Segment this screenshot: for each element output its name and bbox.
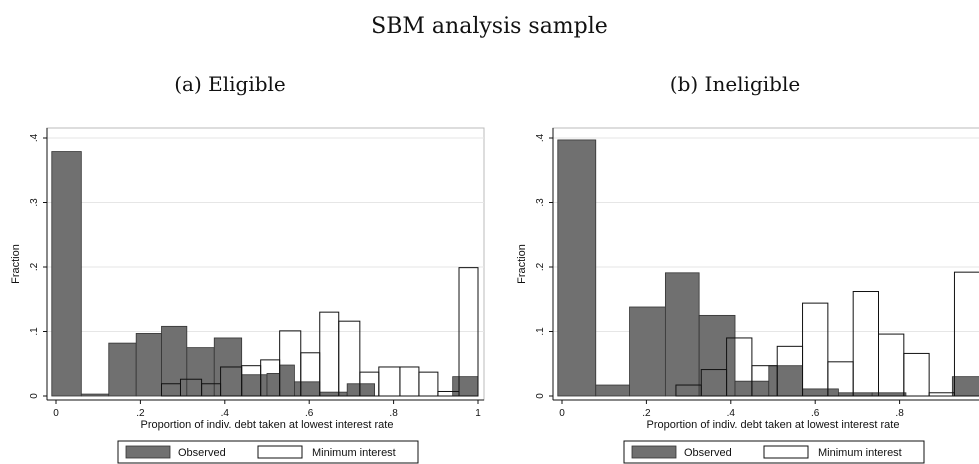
legend-swatch-minimum-interest (763, 445, 809, 459)
legend-label-observed: Observed (684, 447, 732, 459)
bar-observed (294, 381, 321, 397)
x-tick-label: .4 (221, 408, 230, 419)
legend-swatch-minimum-interest (257, 445, 303, 459)
legend-label-minimum-interest: Minimum interest (818, 447, 902, 459)
legend-swatch-observed (125, 445, 171, 459)
plot-frame (552, 127, 979, 401)
bar-observed (108, 342, 137, 397)
bar-observed (951, 376, 979, 397)
bar-observed (734, 380, 753, 397)
bar-observed (186, 347, 215, 397)
bar-observed (751, 380, 770, 397)
y-tick-label: 0 (535, 393, 546, 399)
y-tick-label: 0 (29, 393, 40, 399)
legend-label-minimum-interest: Minimum interest (312, 447, 396, 459)
bar-observed (266, 373, 281, 397)
y-tick-label: .4 (29, 133, 40, 142)
y-axis-label: Fraction (10, 244, 22, 284)
y-tick-label: .2 (29, 262, 40, 271)
bar-minimum-interest (338, 320, 361, 397)
y-axis-label: Fraction (516, 244, 528, 284)
bar-observed (595, 384, 630, 397)
x-tick-label: .6 (811, 408, 820, 419)
bar-observed (161, 325, 188, 397)
y-tick-label: .4 (535, 133, 546, 142)
x-tick-label: .6 (305, 408, 314, 419)
bar-observed (346, 383, 376, 397)
x-tick-label: .2 (136, 408, 145, 419)
panel-title-a: (a) Eligible (174, 72, 286, 96)
y-tick-label: .1 (29, 327, 40, 336)
bar-minimum-interest (458, 267, 479, 397)
bar-observed (80, 393, 110, 397)
y-tick-label: .3 (29, 198, 40, 207)
bar-minimum-interest (418, 371, 439, 397)
bar-minimum-interest (953, 271, 979, 397)
x-tick-label: .2 (642, 408, 651, 419)
panel-title-b: (b) Ineligible (669, 72, 801, 96)
y-tick-label: .1 (535, 327, 546, 336)
y-tick-label: .3 (535, 198, 546, 207)
x-tick-label: 1 (475, 408, 481, 419)
bar-observed (319, 391, 348, 397)
bar-observed (279, 364, 295, 397)
panel-a: 0 .1 .2 .3 .4 Fraction 0 .2 .4 .6 .8 1 Proportion of… (10, 127, 485, 464)
bar-observed (802, 388, 839, 397)
bar-observed (452, 376, 479, 397)
x-tick-label: .8 (895, 408, 904, 419)
legend-label-observed: Observed (178, 447, 226, 459)
bar-observed (629, 306, 666, 397)
x-axis-label: Proportion of indiv. debt taken at lowes… (141, 419, 394, 431)
x-tick-label: .4 (727, 408, 736, 419)
bar-minimum-interest (903, 352, 930, 397)
legend-swatch-observed (631, 445, 677, 459)
bar-minimum-interest (802, 302, 829, 397)
y-tick-label: .2 (535, 262, 546, 271)
figure-title: SBM analysis sample (371, 14, 608, 39)
x-tick-label: .8 (389, 408, 398, 419)
bar-observed (768, 365, 803, 397)
bar-observed (698, 314, 736, 397)
x-axis-label: Proportion of indiv. debt taken at lowes… (647, 419, 900, 431)
x-tick-label: 0 (53, 408, 59, 419)
bar-observed (135, 333, 162, 397)
x-tick-label: 0 (559, 408, 565, 419)
bar-observed (664, 272, 700, 397)
bar-observed (241, 374, 268, 397)
bar-observed (557, 139, 597, 397)
bar-observed (51, 151, 82, 397)
